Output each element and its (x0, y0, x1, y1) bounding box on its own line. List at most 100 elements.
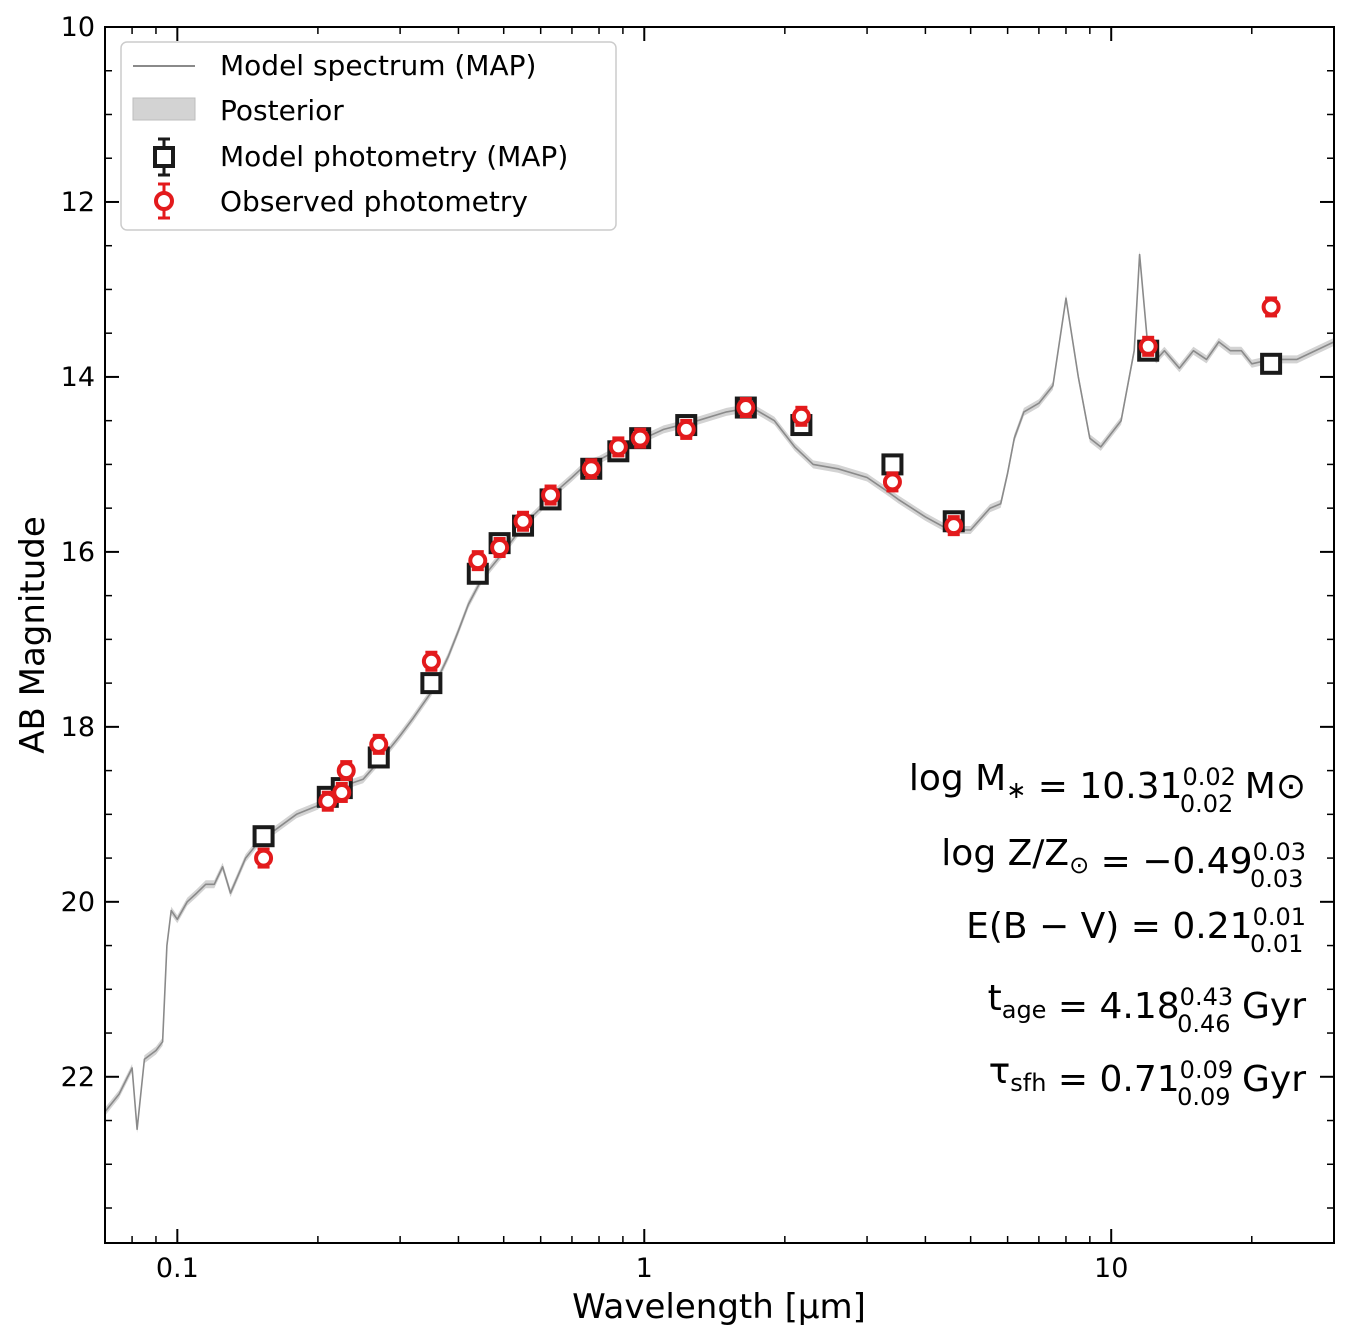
y-tick-label: 20 (61, 887, 95, 918)
parameter-annotation: tage = 4.180.43 0.46 Gyr (988, 978, 1307, 1038)
observed-photometry-marker (944, 516, 964, 536)
observed-photometry-point (791, 405, 811, 427)
annotation-upper-error: 0.43 (1180, 983, 1233, 1011)
annotation-lower-error: 0.46 (1177, 1010, 1230, 1038)
observed-photometry-point (1138, 335, 1158, 357)
observed-photometry-point (630, 427, 650, 449)
ticks-layer: 10 12 14 16 18 20 22 0.1 1 10 (61, 12, 1335, 1284)
observed-photometry-marker (421, 651, 441, 671)
observed-photometry-marker (581, 459, 601, 479)
legend-circle-marker (154, 182, 174, 220)
observed-photometry-marker (736, 398, 756, 418)
y-axis-label: AB Magnitude (13, 516, 53, 754)
observed-photometry-point (468, 550, 488, 572)
observed-photometry-marker (513, 511, 533, 531)
annotation-symbol: log Z/Z (941, 833, 1069, 874)
annotation-value: = −0.49 (1089, 841, 1252, 882)
y-tick-label: 14 (61, 362, 95, 393)
observed-photometry-marker (369, 734, 389, 754)
model-photometry-marker (1260, 352, 1283, 375)
parameter-annotation: E(B − V) = 0.210.01 0.01 (966, 903, 1306, 958)
observed-photometry-point (490, 537, 510, 559)
annotation-lower-error: 0.02 (1180, 790, 1233, 818)
parameter-annotation: log Z/Z⊙ = −0.490.03 0.03 (941, 833, 1306, 893)
observed-photometry-marker (318, 791, 338, 811)
parameter-annotations: log M∗ = 10.310.02 0.02 M⊙ log Z/Z⊙ = −0.4… (909, 758, 1306, 1111)
model-photometry-marker (420, 672, 443, 695)
observed-photometry-marker (468, 551, 488, 571)
annotation-value: = 10.31 (1026, 766, 1182, 807)
x-tick-label: 1 (636, 1253, 653, 1284)
annotation-value: = 4.18 (1046, 986, 1179, 1027)
points-layer (252, 296, 1283, 869)
observed-photometry-point (581, 458, 601, 480)
annotation-unit: Gyr (1231, 986, 1307, 1027)
observed-photometry-point (541, 484, 561, 506)
observed-photometry-marker (490, 538, 510, 558)
x-tick-label: 10 (1094, 1253, 1128, 1284)
observed-photometry-point (332, 781, 352, 803)
x-axis-label: Wavelength [μm] (572, 1287, 866, 1327)
observed-photometry-marker (1138, 336, 1158, 356)
observed-photometry-marker (541, 485, 561, 505)
annotation-symbol-subscript: ⊙ (1069, 851, 1089, 879)
legend-band-swatch (132, 97, 196, 121)
y-tick-label: 18 (61, 712, 95, 743)
observed-photometry-point (421, 650, 441, 672)
annotation-symbol: log M (909, 758, 1006, 799)
model-spectrum-line (104, 253, 1335, 1131)
observed-photometry-point (513, 510, 533, 532)
y-tick-label: 22 (61, 1062, 95, 1093)
annotation-value: = 0.71 (1046, 1059, 1179, 1100)
parameter-annotation: τsfh = 0.710.09 0.09 Gyr (989, 1051, 1307, 1111)
observed-photometry-marker (608, 437, 628, 457)
annotation-symbol: τ (989, 1051, 1011, 1092)
annotation-unit: M⊙ (1233, 766, 1306, 807)
legend: Model spectrum (MAP) Posterior Model pho… (120, 41, 617, 231)
observed-photometry-marker (336, 761, 356, 781)
y-tick-label: 12 (61, 187, 95, 218)
annotation-upper-error: 0.02 (1182, 763, 1235, 791)
observed-photometry-marker (791, 406, 811, 426)
annotation-symbol: t (988, 978, 1002, 1019)
observed-photometry-point (1261, 296, 1281, 318)
observed-photometry-marker (882, 472, 902, 492)
parameter-annotation: log M∗ = 10.310.02 0.02 M⊙ (909, 758, 1306, 818)
observed-photometry-marker (254, 848, 274, 868)
plot-frame (104, 26, 1335, 1244)
legend-label-model-photometry: Model photometry (MAP) (220, 140, 568, 173)
model-photometry-point (420, 672, 443, 695)
annotation-symbol-subscript: sfh (1010, 1069, 1046, 1097)
observed-photometry-point (676, 418, 696, 440)
annotation-lower-error: 0.03 (1250, 865, 1303, 893)
annotation-symbol: E(B − V) (966, 906, 1119, 947)
legend-label-model-spectrum: Model spectrum (MAP) (220, 49, 536, 82)
annotation-lower-error: 0.01 (1250, 930, 1303, 958)
observed-photometry-marker (630, 428, 650, 448)
observed-photometry-point (318, 790, 338, 812)
observed-photometry-point (254, 847, 274, 869)
observed-photometry-marker (332, 782, 352, 802)
observed-photometry-point (944, 515, 964, 537)
legend-box (120, 41, 617, 231)
model-photometry-point (252, 825, 275, 848)
model-photometry-point (1260, 352, 1283, 375)
y-tick-label: 16 (61, 537, 95, 568)
annotation-upper-error: 0.09 (1180, 1056, 1233, 1084)
legend-square-marker (153, 137, 175, 177)
model-photometry-point (881, 453, 904, 476)
annotation-upper-error: 0.03 (1253, 838, 1306, 866)
observed-photometry-point (369, 733, 389, 755)
observed-photometry-point (608, 436, 628, 458)
annotation-unit: Gyr (1231, 1059, 1307, 1100)
legend-label-observed-photometry: Observed photometry (220, 185, 528, 218)
legend-label-posterior: Posterior (220, 94, 344, 127)
observed-photometry-marker (676, 419, 696, 439)
x-tick-label: 0.1 (156, 1253, 199, 1284)
annotation-upper-error: 0.01 (1253, 903, 1306, 931)
annotation-lower-error: 0.09 (1177, 1083, 1230, 1111)
y-tick-label: 10 (61, 12, 95, 43)
observed-photometry-point (882, 471, 902, 493)
observed-photometry-point (336, 760, 356, 782)
